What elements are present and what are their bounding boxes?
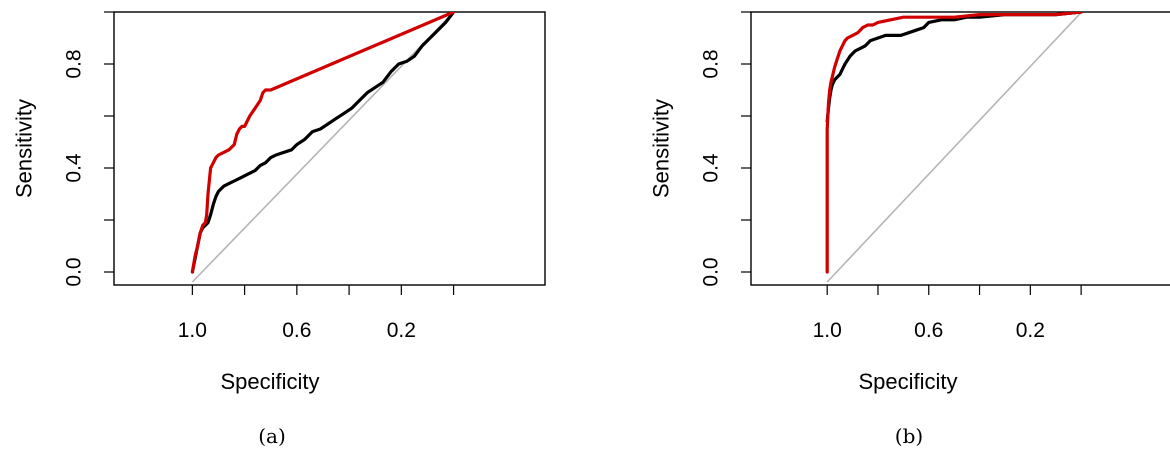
panel-caption: (a) [258, 424, 286, 448]
plot-frame [113, 11, 546, 286]
x-tick-label: 0.6 [914, 319, 943, 342]
panel-caption: (b) [895, 424, 923, 448]
x-tick-label: 1.0 [178, 319, 207, 342]
roc-curve-red [825, 12, 1083, 274]
plot-frame [750, 11, 1170, 286]
chart-panel-a: 1.0 0.6 0.2 0.0 0.4 0.8 Specificity Sensitivity… [12, 11, 546, 448]
x-tick-label: 0.6 [282, 319, 311, 342]
x-axis-title: Specificity [220, 369, 319, 394]
x-tick-label: 0.2 [1016, 319, 1045, 342]
roc-curve-red [190, 12, 456, 274]
x-axis-title: Specificity [858, 369, 957, 394]
x-tick-label: 0.2 [387, 319, 416, 342]
reference-diagonal-line [826, 12, 1083, 283]
y-tick-label: 0.0 [63, 257, 86, 286]
roc-curve-black [825, 12, 1083, 123]
y-tick-label: 0.0 [700, 257, 723, 286]
y-axis-title: Sensitivity [12, 99, 37, 198]
x-tick-label: 1.0 [813, 319, 842, 342]
reference-diagonal-line [191, 12, 455, 283]
y-tick-label: 0.4 [63, 153, 86, 183]
y-tick-label: 0.8 [700, 49, 723, 78]
y-tick-label: 0.8 [63, 49, 86, 78]
y-tick-label: 0.4 [700, 153, 723, 183]
roc-curve-black [190, 12, 456, 274]
y-axis-title: Sensitivity [649, 99, 674, 198]
chart-panel-b: 1.0 0.6 0.2 0.0 0.4 0.8 Specificity Sensitivity… [649, 11, 1170, 448]
